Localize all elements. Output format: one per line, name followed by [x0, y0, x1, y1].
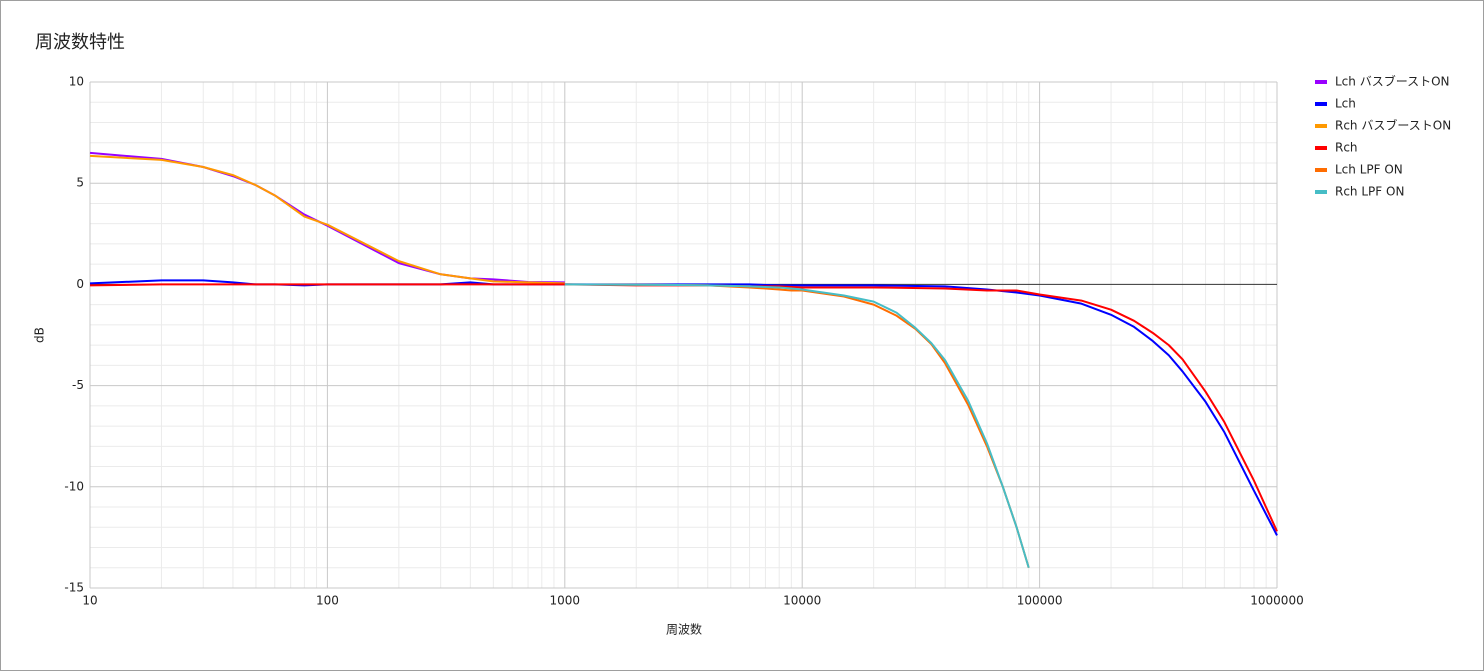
legend-label: Lch	[1335, 97, 1356, 111]
legend-swatch	[1315, 168, 1327, 172]
legend-label: Lch LPF ON	[1335, 163, 1403, 177]
legend-swatch	[1315, 146, 1327, 150]
legend-swatch	[1315, 190, 1327, 194]
legend-label: Rch	[1335, 141, 1358, 155]
y-tick-label: 10	[69, 75, 84, 89]
x-tick-label: 10000	[783, 594, 821, 608]
series-line	[564, 283, 1030, 569]
x-tick-label: 1000	[550, 594, 581, 608]
legend-label: Rch バスブーストON	[1335, 118, 1451, 133]
grid	[89, 81, 1278, 589]
y-axis-label: dB	[33, 327, 47, 343]
lines	[89, 151, 1278, 569]
x-tick-label: 100000	[1017, 594, 1063, 608]
x-tick-label: 1000000	[1250, 594, 1303, 608]
x-tick-label: 10	[82, 594, 97, 608]
legend-swatch	[1315, 124, 1327, 128]
y-tick-label: -5	[72, 378, 84, 392]
y-tick-label: -15	[64, 581, 84, 595]
chart-title: 周波数特性	[35, 32, 125, 53]
y-tick-label: -10	[64, 479, 84, 493]
legend-swatch	[1315, 102, 1327, 106]
legend-label: Rch LPF ON	[1335, 185, 1404, 199]
y-tick-label: 0	[76, 277, 84, 291]
legend-swatch	[1315, 80, 1327, 84]
x-axis-label: 周波数	[666, 622, 702, 637]
x-tick-label: 100	[316, 594, 339, 608]
y-tick-label: 5	[76, 176, 84, 190]
legend-label: Lch バスブーストON	[1335, 74, 1450, 89]
series-line	[89, 154, 565, 285]
